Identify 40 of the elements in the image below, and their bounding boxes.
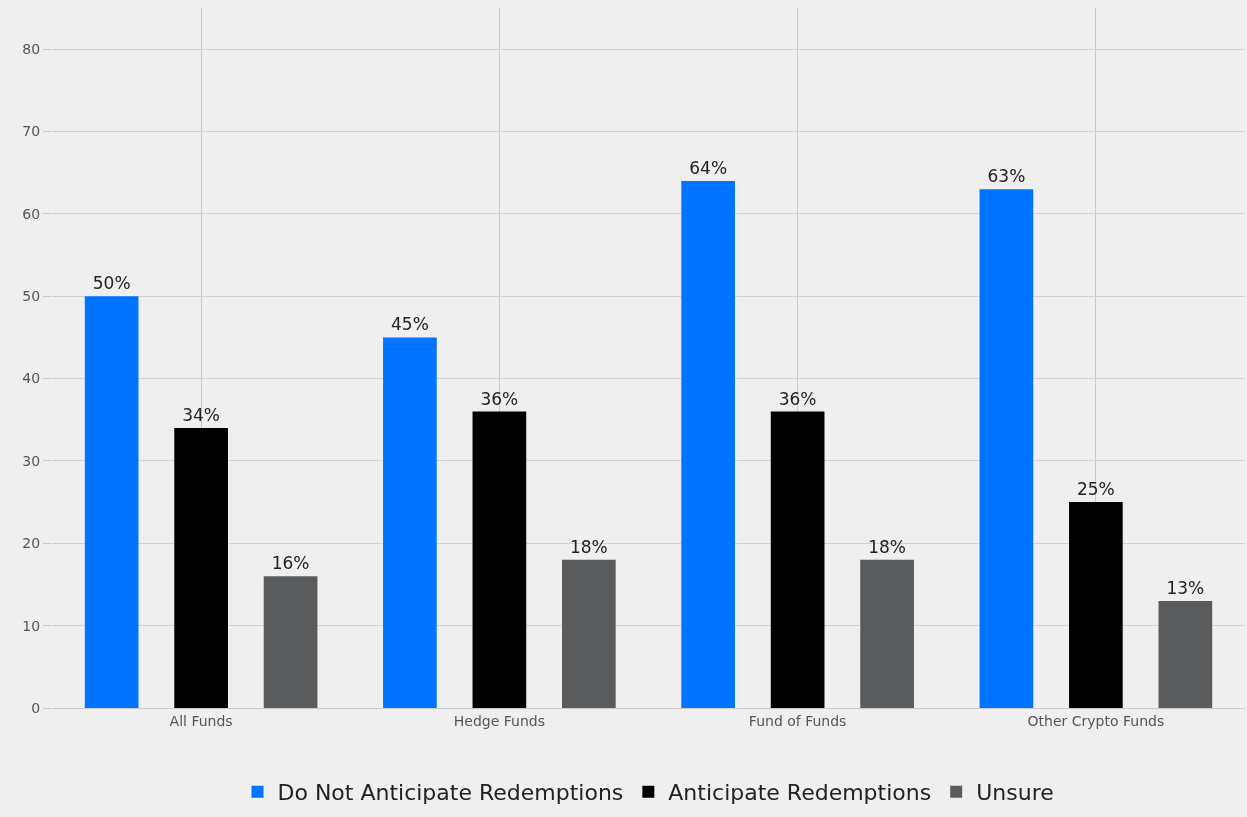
- y-tick-label: 10: [22, 617, 41, 634]
- legend-label: Anticipate Redemptions: [668, 780, 932, 806]
- data-label: 13%: [1166, 577, 1205, 598]
- x-tick-label: All Funds: [169, 712, 233, 729]
- y-tick-label: 40: [22, 370, 41, 387]
- y-tick-label: 70: [22, 123, 41, 140]
- bar: [860, 559, 914, 708]
- y-tick-label: 60: [22, 205, 41, 222]
- data-label: 36%: [480, 388, 519, 409]
- bar: [472, 411, 527, 708]
- data-label: 36%: [778, 388, 817, 409]
- y-tick-label: 30: [22, 452, 41, 469]
- data-label: 18%: [868, 536, 906, 557]
- bar: [1069, 502, 1123, 708]
- bar: [979, 189, 1034, 708]
- bar: [562, 559, 616, 708]
- data-label: 34%: [182, 405, 221, 425]
- y-tick-label: 80: [22, 41, 41, 58]
- bar: [770, 411, 825, 708]
- data-label: 18%: [569, 536, 608, 557]
- data-label: 25%: [1076, 479, 1115, 500]
- data-label: 50%: [92, 273, 131, 294]
- legend-label: Unsure: [976, 780, 1054, 806]
- bar: [174, 428, 228, 708]
- y-tick-label: 20: [22, 535, 41, 552]
- bar: [681, 180, 735, 708]
- bar: [383, 337, 437, 708]
- bar: [263, 576, 318, 708]
- legend-label: Do Not Anticipate Redemptions: [277, 780, 624, 806]
- data-label: 45%: [391, 314, 429, 335]
- bar: [1158, 600, 1213, 708]
- x-tick-label: Hedge Funds: [453, 712, 545, 729]
- data-label: 16%: [271, 553, 310, 574]
- x-tick-label: Fund of Funds: [748, 712, 847, 729]
- y-tick-label: 50: [22, 288, 41, 305]
- y-tick-label: 0: [31, 699, 41, 716]
- bar: [84, 296, 139, 708]
- x-tick-label: Other Crypto Funds: [1027, 712, 1165, 729]
- data-label: 63%: [987, 166, 1026, 187]
- data-label: 64%: [689, 157, 728, 178]
